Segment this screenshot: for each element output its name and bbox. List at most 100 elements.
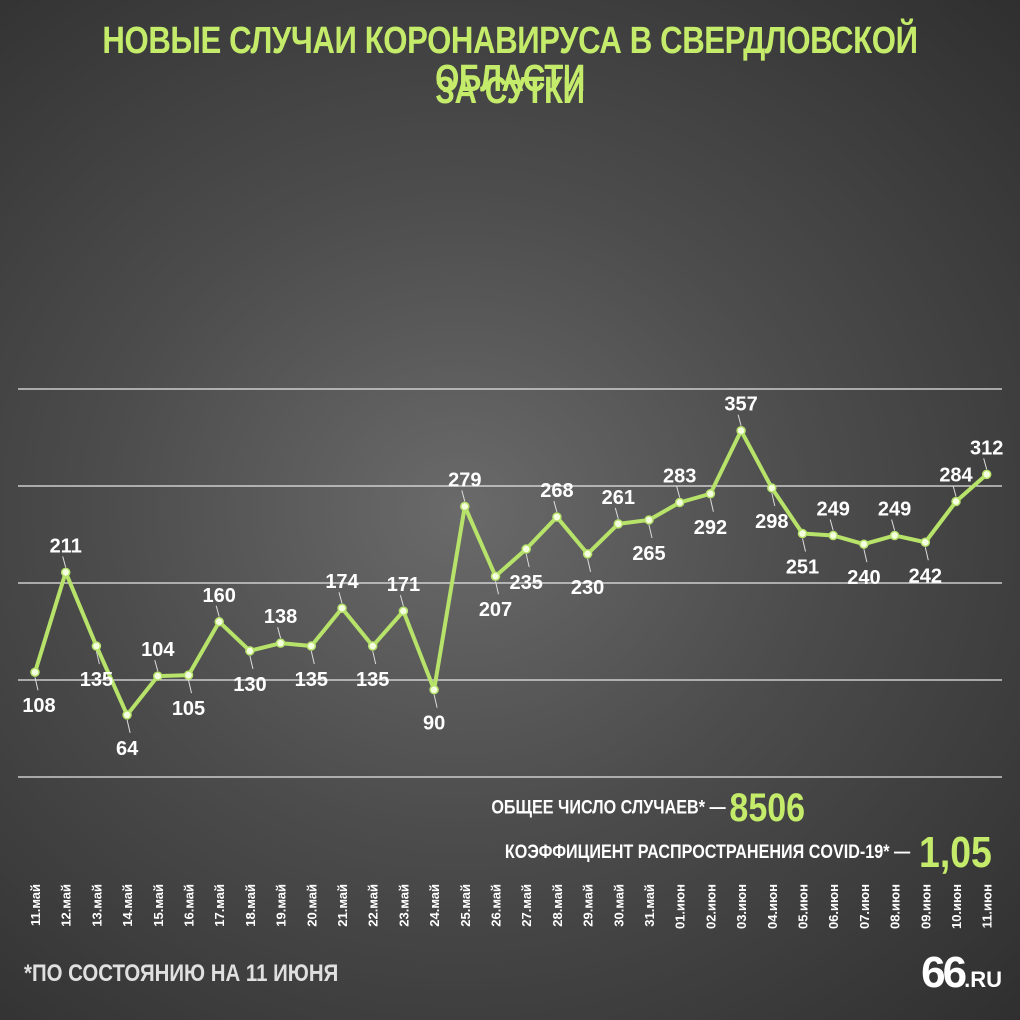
x-tick-label: 04.июн: [765, 884, 780, 929]
data-label: 283: [663, 465, 696, 487]
data-point: [613, 519, 624, 529]
label-leader: [983, 458, 988, 470]
x-tick-label: 29.май: [581, 884, 596, 927]
spread-rate-value: 1,05: [919, 828, 992, 877]
data-point: [736, 425, 746, 436]
x-tick-label: 21.май: [335, 884, 350, 927]
data-label: 249: [878, 498, 911, 520]
label-leader: [614, 507, 619, 519]
label-leader: [310, 650, 315, 665]
data-point: [245, 646, 255, 656]
x-tick-label: 01.июн: [673, 884, 688, 929]
x-axis-tick-labels: 11.май 12.май 13.май 14.май 15.май 16.май 17.м…: [28, 884, 995, 929]
x-tick-label: 15.май: [151, 884, 166, 927]
data-label: 160: [203, 585, 236, 607]
data-label: 130: [233, 674, 266, 696]
x-tick-label: 28.май: [550, 884, 565, 927]
total-cases-value: 8506: [729, 786, 805, 830]
chart-title-line1: НОВЫЕ СЛУЧАИ КОРОНАВИРУСА В СВЕРДЛОВСКОЙ…: [102, 20, 918, 100]
x-tick-label: 23.май: [396, 884, 411, 927]
data-label: 135: [356, 669, 389, 691]
data-point: [30, 667, 40, 677]
data-label: 135: [80, 669, 113, 691]
label-leader: [62, 556, 67, 568]
label-leader: [126, 719, 131, 734]
total-cases-stat: ОБЩЕЕ ЧИСЛО СЛУЧАЕВ* — 8506: [491, 786, 805, 831]
data-label: 249: [817, 498, 850, 520]
data-point: [337, 603, 347, 613]
logo-number: 66: [921, 948, 967, 997]
data-label: 171: [387, 574, 420, 596]
data-label: 138: [264, 606, 297, 628]
data-labels: 108 211 135 64 104 105 160 130 138 135 174 135 171 90…: [22, 394, 1003, 760]
data-label: 211: [50, 535, 82, 557]
label-leader: [399, 594, 404, 607]
label-leader: [709, 498, 714, 512]
data-label: 207: [479, 599, 512, 621]
data-label: 104: [141, 639, 175, 661]
total-cases-label: ОБЩЕЕ ЧИСЛО СЛУЧАЕВ* —: [491, 797, 726, 819]
x-tick-label: 13.май: [89, 884, 104, 927]
data-point: [460, 501, 470, 512]
x-tick-label: 11.июн: [980, 884, 995, 928]
x-tick-label: 06.июн: [826, 884, 841, 929]
label-leader: [648, 524, 653, 539]
x-tick-label: 07.июн: [857, 884, 872, 929]
x-tick-label: 18.май: [243, 884, 258, 927]
data-point: [60, 567, 71, 578]
data-label: 312: [970, 437, 1003, 459]
data-label: 242: [909, 565, 942, 587]
x-tick-label: 09.июн: [918, 884, 933, 929]
x-tick-label: 05.июн: [796, 884, 811, 929]
x-tick-label: 11.май: [28, 884, 43, 926]
x-tick-label: 26.май: [489, 884, 504, 927]
data-point: [889, 530, 900, 541]
x-tick-label: 20.май: [304, 884, 319, 927]
label-leader: [553, 500, 558, 513]
data-point: [214, 617, 224, 627]
x-tick-label: 17.май: [212, 884, 227, 927]
label-leader: [587, 558, 592, 573]
data-point: [429, 684, 439, 695]
data-label: 230: [571, 577, 604, 599]
label-leader: [771, 492, 776, 507]
label-leader: [188, 680, 192, 694]
data-point: [674, 497, 685, 508]
grid-lines: [18, 388, 1002, 778]
x-tick-label: 03.июн: [734, 884, 749, 929]
data-point: [582, 549, 593, 559]
data-point: [828, 530, 838, 541]
x-tick-label: 30.май: [611, 884, 626, 927]
x-tick-label: 24.май: [427, 884, 442, 927]
data-point: [951, 496, 961, 507]
x-tick-label: 31.май: [642, 884, 657, 927]
spread-rate-label: КОЭФФИЦИЕНТ РАСПРОСТРАНЕНИЯ COVID-19* —: [505, 842, 911, 863]
data-point: [275, 638, 286, 648]
label-leader: [737, 414, 742, 426]
data-label: 357: [724, 394, 757, 416]
label-leader: [461, 490, 466, 502]
x-tick-label: 08.июн: [888, 884, 903, 929]
data-label: 292: [694, 517, 727, 539]
data-label: 240: [847, 567, 880, 589]
label-leader: [372, 650, 377, 665]
data-point: [920, 537, 931, 548]
label-leader: [215, 605, 220, 617]
x-tick-label: 27.май: [519, 884, 534, 927]
data-point: [521, 544, 531, 554]
label-leader: [924, 547, 929, 561]
label-leader: [433, 694, 438, 708]
data-label: 268: [540, 480, 573, 502]
label-leader: [829, 519, 834, 531]
footnote: *ПО СОСТОЯНИЮ НА 11 ИЮНЯ: [24, 960, 339, 987]
label-leader: [676, 486, 681, 498]
x-tick-label: 12.май: [59, 884, 74, 927]
label-leader: [34, 677, 39, 691]
data-label: 235: [510, 572, 543, 594]
data-point: [306, 641, 317, 651]
x-tick-label: 10.июн: [949, 884, 964, 929]
data-point: [981, 469, 992, 480]
data-point: [859, 539, 869, 549]
label-leader: [154, 659, 159, 672]
data-label: 90: [423, 713, 445, 735]
